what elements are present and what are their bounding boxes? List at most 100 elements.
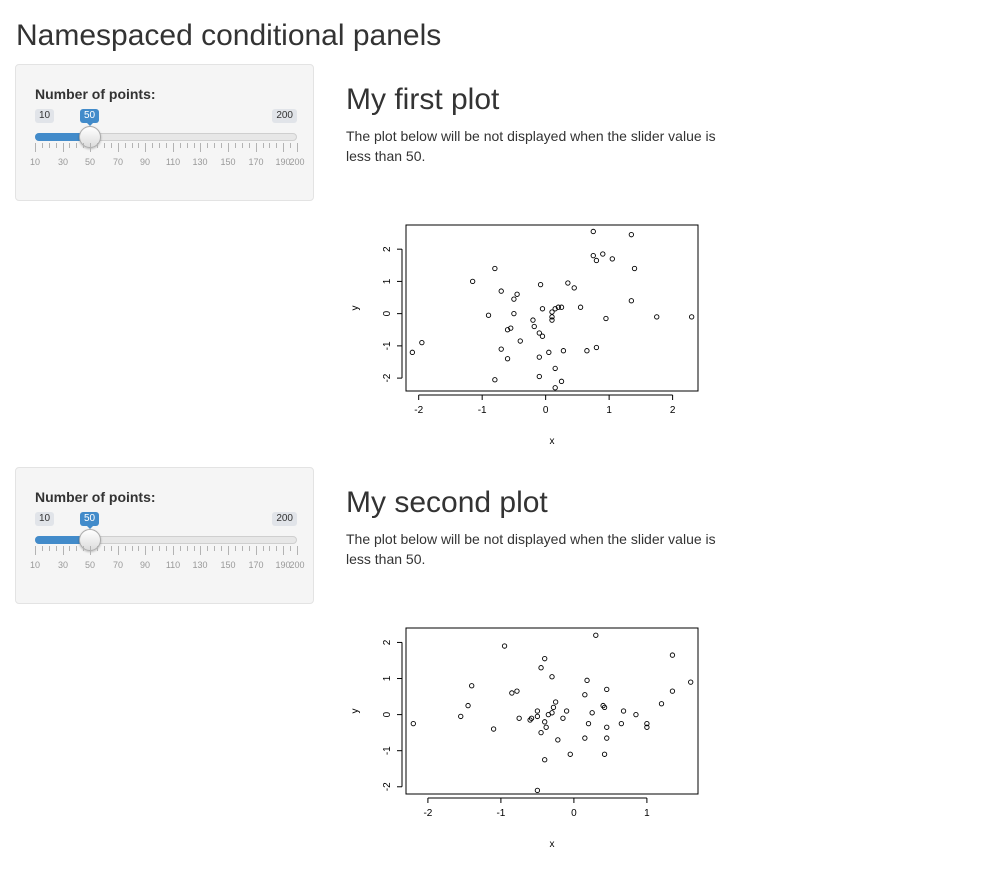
slider-minor-tick bbox=[69, 546, 70, 551]
slider-minor-tick bbox=[207, 143, 208, 148]
slider-tick-label: 150 bbox=[220, 157, 236, 167]
slider-tick-label: 10 bbox=[29, 560, 41, 570]
scatter-point bbox=[593, 344, 600, 351]
scatter-point bbox=[577, 304, 584, 310]
slider-major-tick bbox=[256, 546, 257, 555]
slider-major-tick bbox=[200, 143, 201, 152]
slider-tick-label: 10 bbox=[29, 157, 41, 167]
x-tick-label: 0 bbox=[543, 405, 549, 416]
scatter-point bbox=[498, 288, 504, 294]
slider-minor-tick bbox=[214, 143, 215, 148]
slider-tick-label: 90 bbox=[139, 560, 151, 570]
slider-tick-label: 130 bbox=[192, 157, 208, 167]
points-slider-1[interactable]: 10 200 50 10 30 50 70 90 110 130 150 170 190 200 bbox=[30, 109, 305, 179]
scatter-point bbox=[603, 315, 609, 322]
slider-tick-label: 150 bbox=[220, 560, 236, 570]
slider-minor-tick bbox=[69, 143, 70, 148]
slider-major-tick bbox=[297, 546, 298, 555]
slider-minor-tick bbox=[214, 546, 215, 551]
scatter-point bbox=[563, 708, 570, 714]
slider-label: Number of points: bbox=[35, 86, 156, 102]
scatter-point bbox=[536, 330, 542, 336]
slider-tick-label: 130 bbox=[192, 560, 208, 570]
slider-minor-tick bbox=[76, 546, 77, 551]
scatter-point bbox=[550, 704, 557, 711]
slider-max-badge: 200 bbox=[272, 512, 297, 526]
scatter-point bbox=[552, 699, 559, 705]
scatter-point bbox=[584, 677, 590, 683]
slider-ticks: 10 30 50 70 90 110 130 150 170 190 200 bbox=[30, 546, 305, 570]
slider-minor-tick bbox=[276, 143, 277, 148]
x-tick-label: 1 bbox=[644, 808, 650, 819]
scatter-point bbox=[601, 704, 608, 711]
slider-major-tick bbox=[63, 143, 64, 152]
plot-description-2: The plot below will be not displayed whe… bbox=[346, 531, 716, 567]
slider-tick-label: 170 bbox=[248, 157, 264, 167]
slider-tick-label: 50 bbox=[84, 560, 96, 570]
scatter-point bbox=[530, 317, 536, 323]
slider-minor-tick bbox=[49, 143, 50, 148]
slider-major-tick bbox=[35, 143, 36, 152]
plot-frame bbox=[405, 627, 699, 795]
sidebar-panel-2: Number of points: 10 200 50 10 30 50 70 90 11… bbox=[15, 467, 314, 604]
scatter-point bbox=[534, 708, 541, 714]
slider-min-badge: 10 bbox=[35, 512, 55, 526]
scatter-point bbox=[470, 278, 476, 285]
scatter-point bbox=[584, 348, 590, 354]
scatter-point bbox=[585, 720, 592, 727]
slider-ticks: 10 30 50 70 90 110 130 150 170 190 200 bbox=[30, 143, 305, 167]
scatter-point bbox=[593, 257, 600, 264]
scatter-point bbox=[565, 280, 571, 286]
slider-minor-tick bbox=[104, 143, 105, 148]
y-tick-label: -1 bbox=[382, 746, 393, 755]
scatter-point bbox=[669, 688, 676, 694]
slider-minor-tick bbox=[269, 143, 270, 148]
slider-minor-tick bbox=[111, 143, 112, 148]
scatter-point bbox=[542, 719, 548, 725]
scatter-point bbox=[604, 686, 610, 692]
slider-major-tick bbox=[118, 546, 119, 555]
plot-heading-2: My second plot bbox=[346, 486, 548, 519]
scatter-point bbox=[536, 354, 542, 360]
scatter-point bbox=[516, 715, 522, 721]
slider-minor-tick bbox=[235, 143, 236, 148]
slider-major-tick bbox=[256, 143, 257, 152]
slider-minor-tick bbox=[132, 546, 133, 551]
slider-tick-label: 50 bbox=[84, 157, 96, 167]
scatter-point bbox=[534, 713, 541, 720]
slider-minor-tick bbox=[152, 143, 153, 148]
slider-minor-tick bbox=[76, 143, 77, 148]
slider-major-tick bbox=[173, 546, 174, 555]
scatter-point bbox=[511, 310, 517, 317]
scatter-point bbox=[609, 256, 615, 262]
slider-minor-tick bbox=[56, 143, 57, 148]
slider-major-tick bbox=[90, 546, 91, 555]
scatter-point bbox=[633, 711, 639, 718]
scatter-point bbox=[552, 365, 558, 372]
slider-minor-tick bbox=[83, 546, 84, 551]
scatter-point bbox=[542, 656, 548, 662]
scatter-point bbox=[528, 715, 535, 721]
page-title: Namespaced conditional panels bbox=[16, 19, 442, 52]
sidebar-panel-1: Number of points: 10 200 50 10 30 50 70 90 11… bbox=[15, 64, 314, 201]
scatter-point bbox=[458, 713, 464, 720]
points-slider-2[interactable]: 10 200 50 10 30 50 70 90 110 130 150 170 190 200 bbox=[30, 512, 305, 582]
slider-minor-tick bbox=[290, 143, 291, 148]
scatter-point bbox=[509, 690, 515, 696]
y-axis-label: y bbox=[350, 709, 361, 714]
scatter-point bbox=[549, 317, 555, 323]
slider-minor-tick bbox=[159, 546, 160, 551]
slider-max-badge: 200 bbox=[272, 109, 297, 123]
scatter-point bbox=[485, 312, 492, 318]
slider-minor-tick bbox=[104, 546, 105, 551]
slider-minor-tick bbox=[221, 546, 222, 551]
slider-minor-tick bbox=[42, 546, 43, 551]
slider-minor-tick bbox=[166, 143, 167, 148]
scatter-point bbox=[517, 338, 523, 344]
slider-minor-tick bbox=[111, 546, 112, 551]
scatter-point bbox=[546, 349, 552, 355]
y-tick-label: -2 bbox=[382, 782, 393, 791]
plot-description-1: The plot below will be not displayed whe… bbox=[346, 128, 716, 164]
scatter-point bbox=[604, 724, 610, 730]
scatter-point bbox=[688, 679, 694, 685]
